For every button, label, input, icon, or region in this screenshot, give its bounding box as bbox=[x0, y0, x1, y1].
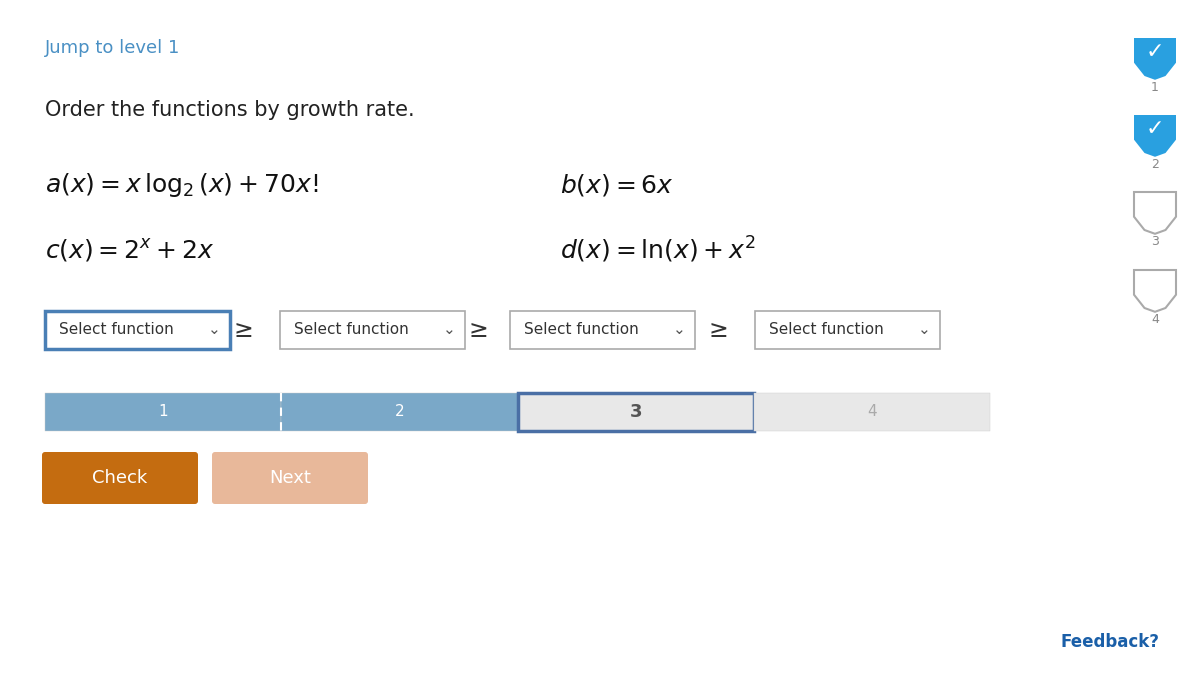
Text: Select function: Select function bbox=[59, 323, 174, 338]
FancyBboxPatch shape bbox=[212, 452, 368, 504]
Text: ⌄: ⌄ bbox=[208, 323, 221, 338]
Text: $d(x) = \ln(x) + x^2$: $d(x) = \ln(x) + x^2$ bbox=[560, 235, 756, 265]
Text: ≥: ≥ bbox=[468, 318, 488, 342]
Text: 3: 3 bbox=[629, 403, 642, 421]
PathPatch shape bbox=[1134, 270, 1176, 312]
Text: 2: 2 bbox=[1151, 158, 1159, 171]
Text: 4: 4 bbox=[868, 404, 877, 419]
Text: $b(x) = 6x$: $b(x) = 6x$ bbox=[560, 172, 673, 198]
FancyBboxPatch shape bbox=[42, 452, 198, 504]
Text: ≥: ≥ bbox=[233, 318, 253, 342]
Text: ⌄: ⌄ bbox=[673, 323, 685, 338]
Text: 4: 4 bbox=[1151, 313, 1159, 326]
Text: Select function: Select function bbox=[769, 323, 883, 338]
Text: ✓: ✓ bbox=[1146, 119, 1164, 140]
Text: 2: 2 bbox=[395, 404, 404, 419]
Text: 1: 1 bbox=[158, 404, 168, 419]
FancyBboxPatch shape bbox=[517, 393, 754, 431]
PathPatch shape bbox=[1134, 115, 1176, 157]
Text: 1: 1 bbox=[1151, 81, 1159, 94]
FancyBboxPatch shape bbox=[46, 311, 230, 349]
Text: Order the functions by growth rate.: Order the functions by growth rate. bbox=[46, 100, 415, 120]
FancyBboxPatch shape bbox=[46, 393, 281, 431]
Text: Select function: Select function bbox=[294, 323, 409, 338]
Text: 3: 3 bbox=[1151, 235, 1159, 248]
Text: ⌄: ⌄ bbox=[443, 323, 455, 338]
Text: $a(x) = x\,\log_2(x) + 70x!$: $a(x) = x\,\log_2(x) + 70x!$ bbox=[46, 171, 318, 199]
Text: Next: Next bbox=[269, 469, 311, 487]
Text: $c(x) = 2^x + 2x$: $c(x) = 2^x + 2x$ bbox=[46, 236, 215, 263]
FancyBboxPatch shape bbox=[280, 311, 466, 349]
Text: ✓: ✓ bbox=[1146, 43, 1164, 63]
FancyBboxPatch shape bbox=[510, 311, 695, 349]
FancyBboxPatch shape bbox=[754, 393, 990, 431]
Text: Check: Check bbox=[92, 469, 148, 487]
Text: ≥: ≥ bbox=[708, 318, 728, 342]
Text: Jump to level 1: Jump to level 1 bbox=[46, 39, 180, 57]
Text: Feedback?: Feedback? bbox=[1061, 633, 1160, 651]
FancyBboxPatch shape bbox=[281, 393, 517, 431]
Text: Select function: Select function bbox=[524, 323, 638, 338]
Text: ⌄: ⌄ bbox=[918, 323, 930, 338]
FancyBboxPatch shape bbox=[755, 311, 940, 349]
PathPatch shape bbox=[1134, 192, 1176, 234]
PathPatch shape bbox=[1134, 38, 1176, 80]
